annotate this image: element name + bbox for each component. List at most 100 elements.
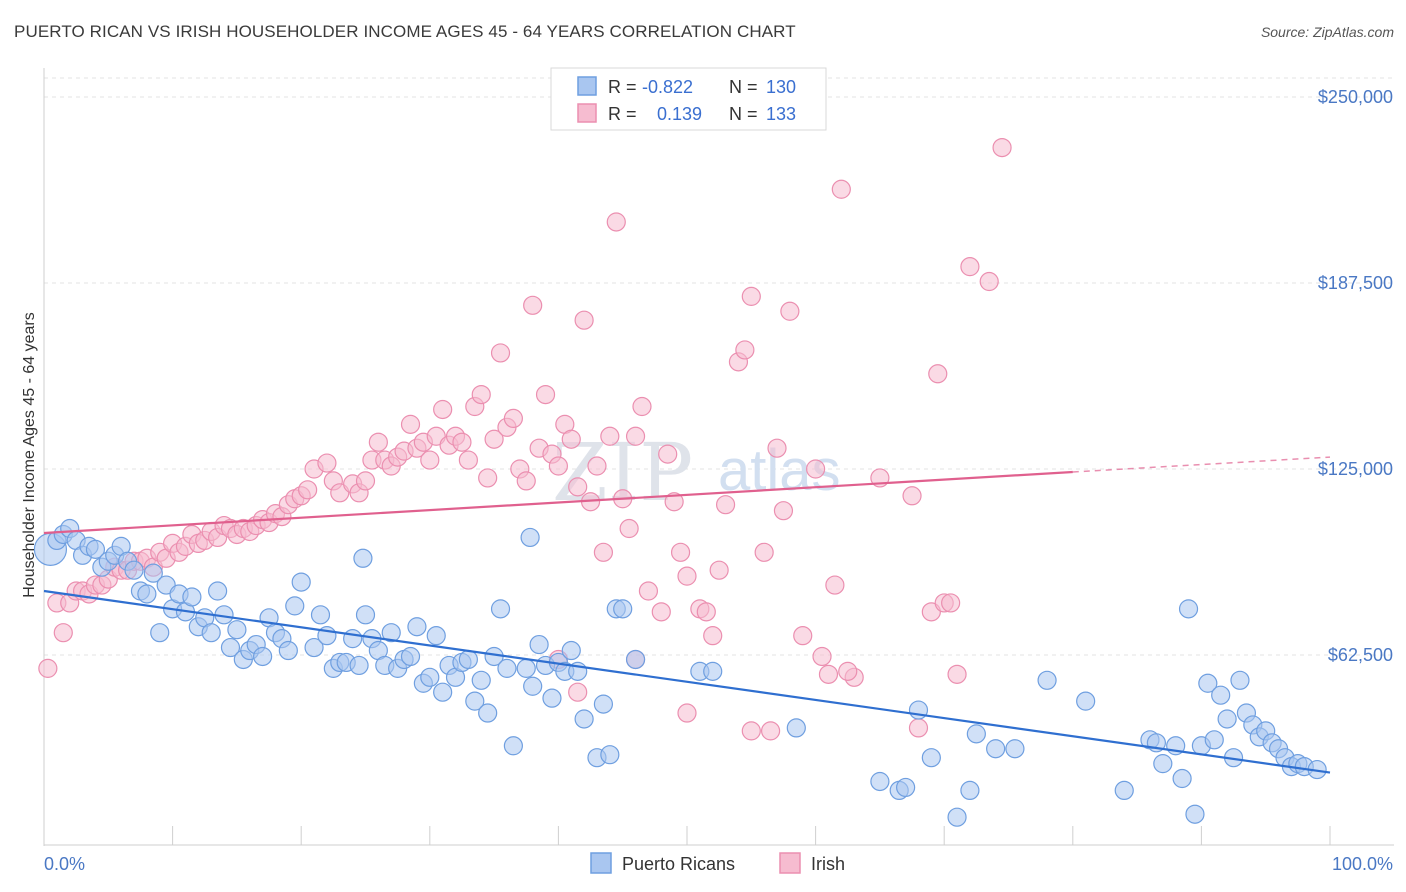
- irish-point-101: [715, 495, 736, 515]
- irish-point-112: [825, 575, 845, 595]
- irish-point-62: [452, 432, 472, 452]
- puerto-rican-point-33: [253, 646, 273, 667]
- legend-n-label-1: N =: [729, 77, 758, 97]
- legend-box: [550, 67, 827, 131]
- puerto-rican-point-114: [1204, 730, 1224, 750]
- legend-swatch-pink: [577, 103, 597, 123]
- puerto-rican-point-15: [137, 584, 157, 604]
- x-tick-label-1: 100.0%: [1332, 854, 1393, 874]
- irish-point-118: [928, 364, 948, 384]
- irish-point-106: [767, 438, 787, 458]
- puerto-rican-point-73: [516, 658, 536, 678]
- puerto-rican-point-101: [1005, 739, 1025, 759]
- bottom-legend-label-irish: Irish: [811, 854, 845, 874]
- puerto-rican-point-97: [921, 748, 941, 768]
- puerto-rican-point-85: [593, 694, 614, 714]
- series-irish-points: [38, 137, 1012, 741]
- bottom-legend-swatch-irish: [779, 852, 801, 874]
- trend-line-irish-extension: [1072, 456, 1331, 473]
- puerto-rican-point-118: [1230, 670, 1250, 690]
- puerto-rican-point-66: [465, 691, 485, 711]
- puerto-rican-point-71: [497, 658, 517, 678]
- irish-point-47: [355, 471, 376, 491]
- puerto-rican-point-72: [503, 736, 523, 756]
- irish-point-49: [368, 432, 388, 452]
- bottom-legend-label-puerto-ricans: Puerto Ricans: [622, 854, 735, 874]
- irish-point-129: [760, 721, 781, 741]
- x-tick-labels: 0.0% 100.0%: [44, 854, 1393, 874]
- irish-point-54: [400, 414, 421, 434]
- irish-point-109: [793, 626, 813, 646]
- irish-point-81: [574, 310, 594, 330]
- bottom-legend-swatch-puerto-ricans: [590, 852, 612, 874]
- puerto-rican-point-65: [458, 649, 478, 670]
- puerto-rican-point-25: [201, 623, 221, 643]
- legend-n-label-2: N =: [729, 104, 758, 124]
- source-credit: Source: ZipAtlas.com: [1260, 24, 1394, 40]
- irish-point-72: [516, 471, 536, 491]
- x-tick-label-0: 0.0%: [44, 854, 85, 874]
- puerto-rican-point-86: [600, 745, 620, 765]
- irish-point-2: [53, 623, 73, 643]
- irish-point-103: [735, 340, 755, 360]
- puerto-rican-point-102: [1037, 670, 1057, 690]
- irish-point-40: [298, 480, 318, 500]
- irish-point-127: [677, 703, 697, 723]
- irish-point-89: [625, 426, 646, 446]
- puerto-rican-point-48: [353, 548, 373, 568]
- trend-line-irish: [43, 470, 1073, 535]
- irish-point-67: [484, 429, 504, 449]
- puerto-rican-point-78: [542, 688, 562, 708]
- y-tick-label-2: $187,500: [1318, 273, 1393, 293]
- puerto-rican-point-70: [490, 599, 511, 619]
- puerto-rican-point-13: [124, 560, 144, 580]
- legend-n-value-1: 130: [766, 77, 796, 97]
- trend-line-puerto-ricans: [43, 589, 1331, 774]
- irish-point-59: [433, 399, 453, 420]
- irish-point-100: [709, 560, 729, 580]
- puerto-rican-point-81: [561, 640, 581, 661]
- puerto-rican-point-68: [478, 703, 498, 723]
- puerto-rican-point-17: [150, 623, 170, 643]
- irish-point-110: [805, 459, 826, 479]
- y-tick-label-1: $125,000: [1318, 459, 1393, 479]
- irish-point-42: [317, 453, 337, 473]
- puerto-rican-point-57: [407, 617, 427, 637]
- puerto-rican-point-67: [471, 670, 491, 690]
- irish-point-130: [812, 646, 832, 667]
- irish-point-128: [741, 721, 761, 741]
- irish-point-63: [458, 450, 478, 470]
- legend: R = -0.822 N = 130 R = 0.139 N = 133: [550, 67, 827, 131]
- irish-point-85: [600, 426, 620, 446]
- puerto-rican-point-93: [870, 771, 890, 792]
- puerto-rican-point-111: [1185, 804, 1205, 824]
- irish-point-94: [664, 492, 684, 512]
- puerto-rican-point-104: [1114, 780, 1134, 801]
- puerto-rican-point-22: [182, 587, 202, 607]
- irish-point-123: [992, 137, 1012, 158]
- trend-lines: [43, 456, 1331, 774]
- legend-r-value-2: 0.139: [657, 104, 702, 124]
- irish-point-122: [979, 271, 999, 292]
- irish-point-133: [941, 593, 961, 613]
- puerto-rican-point-98: [960, 780, 980, 801]
- irish-point-96: [677, 566, 697, 586]
- irish-point-120: [947, 664, 967, 684]
- legend-swatch-blue: [577, 76, 597, 96]
- y-tick-label-0: $62,500: [1328, 645, 1393, 665]
- irish-point-66: [478, 468, 498, 488]
- irish-point-104: [741, 286, 761, 306]
- puerto-rican-point-16: [143, 563, 163, 583]
- chart-title: PUERTO RICAN VS IRISH HOUSEHOLDER INCOME…: [14, 22, 796, 41]
- puerto-rican-point-92: [786, 718, 806, 738]
- puerto-rican-point-95: [896, 777, 916, 798]
- irish-point-65: [471, 385, 491, 405]
- irish-point-92: [651, 602, 671, 622]
- puerto-rican-point-7: [85, 539, 106, 559]
- puerto-rican-point-76: [529, 634, 549, 655]
- irish-point-116: [902, 486, 922, 506]
- irish-point-75: [535, 385, 556, 405]
- irish-point-93: [658, 444, 678, 464]
- puerto-rican-point-91: [703, 661, 723, 681]
